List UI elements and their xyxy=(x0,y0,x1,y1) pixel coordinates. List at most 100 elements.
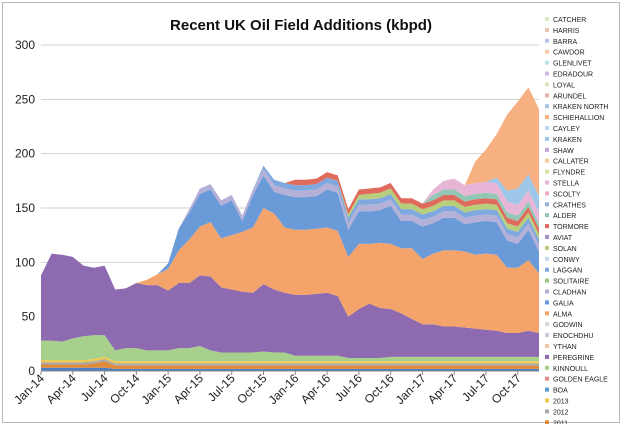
legend-label: EDRADOUR xyxy=(553,72,593,79)
legend-swatch xyxy=(545,256,549,261)
x-tick-label: Oct-16 xyxy=(361,371,397,407)
legend-label: ARUNDEL xyxy=(553,93,587,100)
y-tick-label: 100 xyxy=(15,255,35,269)
legend-swatch xyxy=(545,289,549,294)
area-series-2011 xyxy=(41,361,539,369)
x-tick-label: Oct-15 xyxy=(234,371,270,407)
x-tick-label: Apr-15 xyxy=(171,371,207,407)
legend-swatch xyxy=(545,311,549,316)
legend-swatch xyxy=(545,71,549,76)
legend-swatch xyxy=(545,235,549,239)
legend-label: CLADHAN xyxy=(553,290,586,297)
legend-label: LAGGAN xyxy=(553,268,582,275)
legend-swatch xyxy=(545,365,549,370)
legend-label: HARRIS xyxy=(553,28,580,35)
legend-label: 2011 xyxy=(553,420,568,424)
x-tick-label: Apr-17 xyxy=(425,371,461,407)
legend-label: GOLDEN EAGLE xyxy=(553,377,608,384)
legend-label: SCOLTY xyxy=(553,191,581,198)
area-series-kinnoull xyxy=(41,335,539,362)
legend-label: 2013 xyxy=(553,399,569,406)
legend-label: SHAW xyxy=(553,148,574,155)
legend-label: CAWDOR xyxy=(553,50,585,57)
y-tick-label: 150 xyxy=(15,201,35,215)
legend-swatch xyxy=(545,180,549,185)
x-tick-label: Jan-15 xyxy=(138,371,174,407)
legend-swatch xyxy=(545,224,549,229)
legend-label: SOLITAIRE xyxy=(553,279,589,286)
legend-swatch xyxy=(545,49,549,54)
legend-swatch xyxy=(545,245,549,250)
legend-swatch xyxy=(545,147,549,152)
legend-label: ALMA xyxy=(553,311,572,318)
legend-swatch xyxy=(545,278,549,283)
legend-swatch xyxy=(545,104,549,109)
legend-label: KINNOULL xyxy=(553,366,588,373)
legend-label: 2012 xyxy=(553,409,569,416)
legend-swatch xyxy=(545,300,549,305)
x-tick-label: Jul-14 xyxy=(78,371,111,404)
x-tick-label: Jul-16 xyxy=(332,371,365,404)
area-series-alma xyxy=(41,208,539,333)
legend-label: ENOCHDHU xyxy=(553,333,593,340)
area-series-cladhan xyxy=(41,168,539,290)
y-tick-label: 0 xyxy=(28,364,35,378)
legend-label: CALLATER xyxy=(553,159,589,166)
legend-label: STELLA xyxy=(553,181,579,188)
legend-swatch xyxy=(545,158,549,163)
legend-label: BOA xyxy=(553,388,568,395)
legend-swatch xyxy=(545,126,549,130)
legend-swatch xyxy=(545,191,549,196)
legend-swatch xyxy=(545,322,549,327)
legend-swatch xyxy=(545,376,549,381)
legend-swatch xyxy=(545,354,549,359)
legend-label: BARRA xyxy=(553,39,577,46)
y-tick-labels: 0 50 100 150 200 250 300 xyxy=(15,38,35,378)
area-series-peregrine xyxy=(41,253,539,358)
legend-label: KRAKEN xyxy=(553,137,582,144)
legend-label: TORMORE xyxy=(553,224,589,231)
legend-swatch xyxy=(545,398,549,403)
y-tick-label: 200 xyxy=(15,147,35,161)
legend-label: SOLAN xyxy=(553,246,577,253)
legend-label: GALIA xyxy=(553,300,574,307)
legend-label: LOYAL xyxy=(553,82,575,89)
legend-swatch xyxy=(545,213,549,218)
legend-swatch xyxy=(545,387,549,392)
area-series-2010 xyxy=(41,367,539,371)
area-series-galia xyxy=(41,175,539,290)
legend-swatch xyxy=(545,202,549,207)
legend: CATCHER HARRIS BARRA CAWDOR GLENLIVET EDRADOU… xyxy=(545,17,609,424)
x-tick-label: Apr-14 xyxy=(44,371,80,407)
legend-swatch xyxy=(545,267,549,272)
legend-swatch xyxy=(545,115,549,120)
legend-label: CATCHER xyxy=(553,17,586,24)
legend-swatch xyxy=(545,169,549,174)
chart-title: Recent UK Oil Field Additions (kbpd) xyxy=(170,17,432,34)
y-tick-label: 300 xyxy=(15,38,35,52)
legend-label: YTHAN xyxy=(553,344,577,351)
legend-label: AVIAT xyxy=(553,235,573,242)
y-tick-label: 50 xyxy=(22,310,36,324)
legend-swatch xyxy=(545,420,549,424)
legend-swatch xyxy=(545,344,549,348)
legend-label: GLENLIVET xyxy=(553,61,592,68)
x-tick-labels: Jan-14Apr-14Jul-14Oct-14Jan-15Apr-15Jul-… xyxy=(11,371,524,407)
legend-label: GODWIN xyxy=(553,322,583,329)
x-tick-label: Jul-17 xyxy=(459,371,492,404)
legend-swatch xyxy=(545,17,549,21)
legend-swatch xyxy=(545,82,549,87)
area-chart: Recent UK Oil Field Additions (kbpd) 0 50… xyxy=(11,17,609,424)
legend-label: CAYLEY xyxy=(553,126,580,133)
legend-swatch xyxy=(545,27,549,32)
chart-frame: Recent UK Oil Field Additions (kbpd) 0 50… xyxy=(2,2,620,424)
legend-label: SCHIEHALLION xyxy=(553,115,604,122)
x-tick-label: Oct-17 xyxy=(489,371,525,407)
legend-label: FLYNDRE xyxy=(553,170,585,177)
area-series-2013 xyxy=(41,356,539,364)
stacked-areas xyxy=(41,87,539,371)
legend-swatch xyxy=(545,60,549,65)
legend-swatch xyxy=(545,409,549,414)
y-tick-label: 250 xyxy=(15,92,35,106)
legend-swatch xyxy=(545,38,549,43)
